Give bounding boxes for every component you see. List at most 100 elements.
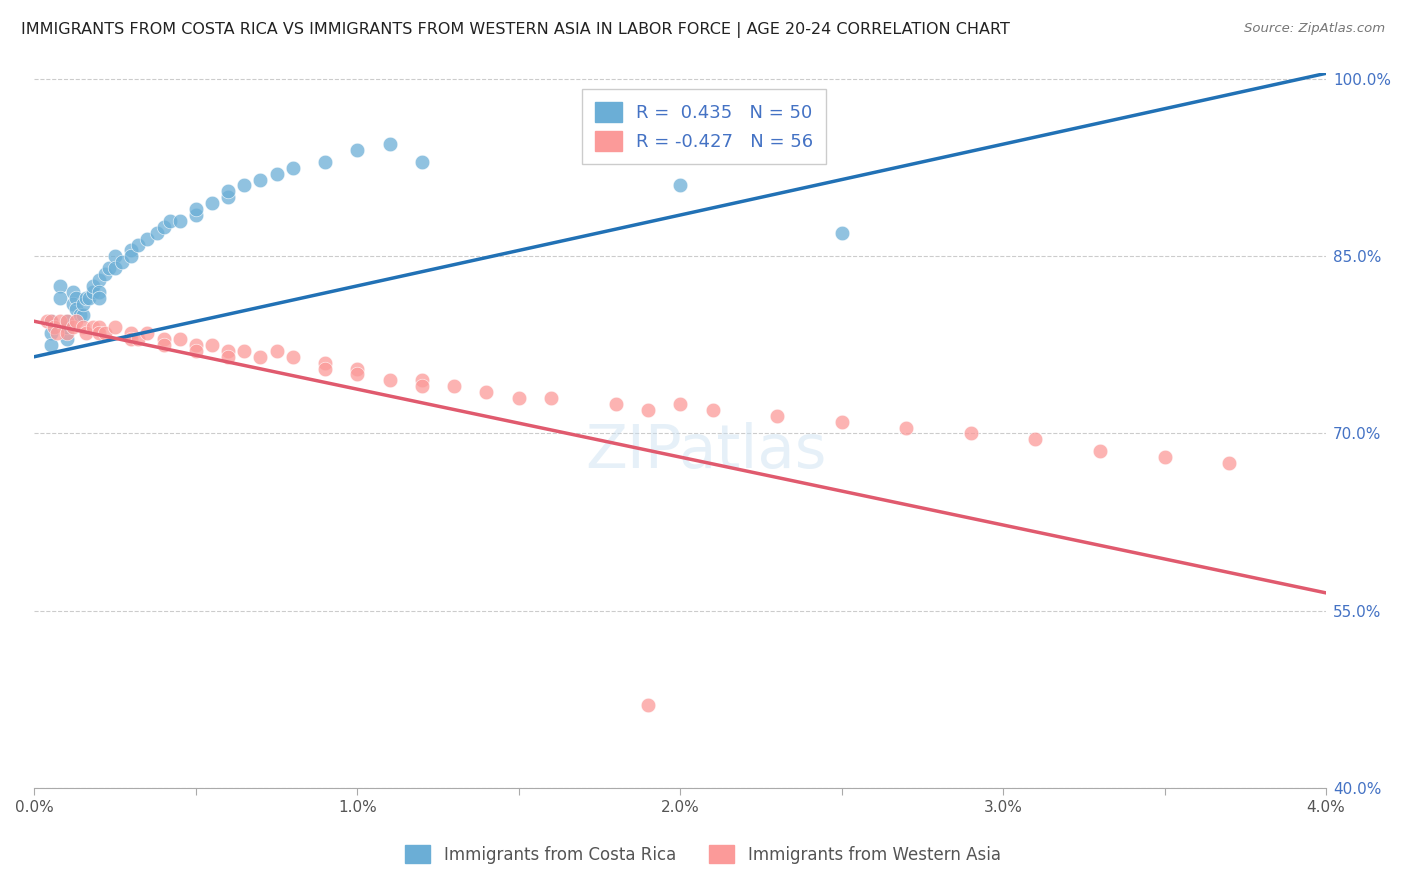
- Point: [87, 273, 110, 287]
- Point: [960, 426, 983, 441]
- Point: [65, 302, 87, 317]
- Point: [411, 373, 433, 387]
- Point: [49, 314, 72, 328]
- Point: [314, 356, 336, 370]
- Point: [831, 226, 853, 240]
- Point: [104, 249, 127, 263]
- Point: [184, 202, 207, 216]
- Point: [37, 314, 59, 328]
- Point: [217, 343, 239, 358]
- Point: [49, 278, 72, 293]
- Point: [65, 291, 87, 305]
- Point: [1153, 450, 1175, 464]
- Point: [605, 397, 627, 411]
- Point: [831, 415, 853, 429]
- Point: [94, 326, 117, 340]
- Point: [75, 326, 97, 340]
- Point: [443, 379, 465, 393]
- Point: [39, 326, 62, 340]
- Point: [281, 350, 304, 364]
- Point: [152, 219, 174, 234]
- Point: [184, 208, 207, 222]
- Point: [65, 314, 87, 328]
- Point: [94, 267, 117, 281]
- Point: [39, 314, 62, 328]
- Point: [475, 385, 498, 400]
- Point: [82, 278, 104, 293]
- Point: [72, 309, 94, 323]
- Point: [39, 314, 62, 328]
- Point: [314, 154, 336, 169]
- Point: [346, 368, 368, 382]
- Point: [896, 420, 918, 434]
- Point: [217, 185, 239, 199]
- Point: [77, 291, 100, 305]
- Point: [55, 326, 77, 340]
- Text: Source: ZipAtlas.com: Source: ZipAtlas.com: [1244, 22, 1385, 36]
- Point: [120, 332, 142, 346]
- Point: [110, 255, 132, 269]
- Point: [62, 285, 84, 299]
- Point: [1218, 456, 1240, 470]
- Point: [104, 261, 127, 276]
- Text: IMMIGRANTS FROM COSTA RICA VS IMMIGRANTS FROM WESTERN ASIA IN LABOR FORCE | AGE : IMMIGRANTS FROM COSTA RICA VS IMMIGRANTS…: [21, 22, 1010, 38]
- Point: [233, 343, 256, 358]
- Point: [637, 402, 659, 417]
- Point: [136, 326, 159, 340]
- Point: [87, 291, 110, 305]
- Point: [266, 167, 288, 181]
- Legend: R =  0.435   N = 50, R = -0.427   N = 56: R = 0.435 N = 50, R = -0.427 N = 56: [582, 89, 827, 163]
- Point: [127, 332, 149, 346]
- Point: [55, 332, 77, 346]
- Point: [184, 343, 207, 358]
- Point: [46, 326, 69, 340]
- Point: [97, 261, 120, 276]
- Point: [69, 309, 91, 323]
- Point: [1088, 444, 1111, 458]
- Point: [169, 332, 191, 346]
- Point: [152, 338, 174, 352]
- Point: [281, 161, 304, 175]
- Point: [55, 314, 77, 328]
- Point: [201, 196, 224, 211]
- Point: [72, 320, 94, 334]
- Point: [82, 320, 104, 334]
- Legend: Immigrants from Costa Rica, Immigrants from Western Asia: Immigrants from Costa Rica, Immigrants f…: [399, 838, 1007, 871]
- Point: [136, 232, 159, 246]
- Point: [72, 296, 94, 310]
- Point: [82, 285, 104, 299]
- Point: [120, 244, 142, 258]
- Point: [104, 320, 127, 334]
- Point: [378, 373, 401, 387]
- Point: [169, 214, 191, 228]
- Point: [62, 320, 84, 334]
- Point: [346, 361, 368, 376]
- Point: [42, 320, 65, 334]
- Point: [55, 320, 77, 334]
- Point: [233, 178, 256, 193]
- Point: [75, 291, 97, 305]
- Point: [62, 296, 84, 310]
- Point: [146, 226, 169, 240]
- Point: [702, 402, 724, 417]
- Point: [540, 391, 562, 405]
- Point: [249, 172, 271, 186]
- Point: [120, 326, 142, 340]
- Point: [411, 154, 433, 169]
- Point: [87, 326, 110, 340]
- Point: [39, 338, 62, 352]
- Point: [266, 343, 288, 358]
- Point: [508, 391, 530, 405]
- Point: [87, 320, 110, 334]
- Point: [217, 190, 239, 204]
- Point: [184, 338, 207, 352]
- Point: [669, 178, 692, 193]
- Point: [766, 409, 789, 423]
- Point: [127, 237, 149, 252]
- Point: [314, 361, 336, 376]
- Point: [49, 291, 72, 305]
- Point: [346, 143, 368, 157]
- Text: ZIPatlas: ZIPatlas: [585, 423, 827, 482]
- Point: [217, 350, 239, 364]
- Point: [378, 137, 401, 152]
